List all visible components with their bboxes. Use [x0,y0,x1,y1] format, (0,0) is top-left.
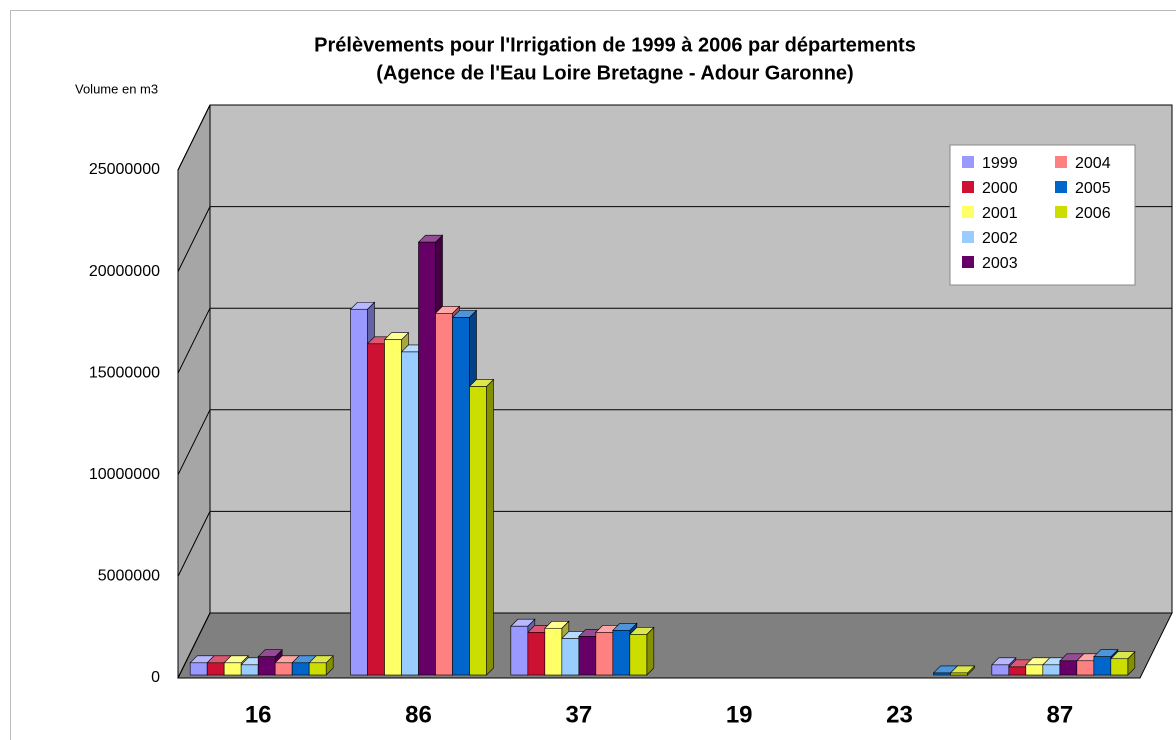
bar [469,386,487,676]
bar [240,664,259,676]
x-tick-label: 23 [886,701,913,728]
legend-swatch [962,256,974,268]
bar [452,317,470,676]
legend-swatch [1055,156,1067,168]
bar [274,662,293,676]
bar [578,636,597,676]
legend-label: 2001 [982,205,1018,222]
legend-swatch [1055,181,1067,193]
grid-line [177,206,211,272]
bar [629,634,648,676]
bar [1059,660,1078,676]
grid-line [177,104,211,171]
legend-swatch [962,181,974,193]
bar [435,313,453,676]
bar [527,632,546,676]
y-tick-label: 20000000 [89,263,160,280]
bar [1008,666,1027,676]
bar [206,662,225,676]
bar [308,662,327,676]
bar [1076,660,1095,676]
grid-line [177,409,211,476]
bar-side [486,378,494,676]
bar [189,662,208,676]
legend-swatch [1055,206,1067,218]
x-tick-label: 19 [726,701,753,728]
y-tick-label: 15000000 [89,364,160,381]
legend-label: 2004 [1075,155,1111,172]
bar [595,632,614,676]
bar [1093,656,1112,676]
grid-line [177,612,211,679]
legend-label: 2003 [982,255,1018,272]
bar [510,625,529,676]
x-tick-label: 16 [245,701,272,728]
bar [991,664,1010,676]
bar [1025,664,1044,676]
bar [561,638,580,676]
bar-side [646,626,655,676]
bar [384,339,402,676]
legend-swatch [962,206,974,218]
legend-box [949,144,1136,286]
bar [950,672,968,676]
chart-title: Prélèvements pour l'Irrigation de 1999 à… [314,34,916,56]
bar [223,662,242,676]
grid-line [177,511,211,577]
legend-swatch [962,156,974,168]
legend-label: 2002 [982,230,1018,247]
bar [350,308,368,676]
bar [544,627,563,676]
legend: 1999 2000 2001 2002 2003 2004 2005 2006 [949,144,1136,286]
bar [257,656,276,676]
bar [291,662,310,676]
x-tick-label: 86 [405,701,432,728]
bar [367,343,385,676]
legend-label: 2000 [982,180,1018,197]
legend-label: 2005 [1075,180,1111,197]
legend-swatch [962,231,974,243]
y-tick-label: 10000000 [89,466,160,483]
chart-subtitle: (Agence de l'Eau Loire Bretagne - Adour … [376,62,853,84]
side-wall [177,104,211,679]
grid-line [177,307,211,374]
x-tick-label: 87 [1046,701,1073,728]
y-axis-label: Volume en m3 [75,81,158,96]
bar [1042,664,1061,676]
bar [612,629,631,676]
legend-label: 1999 [982,155,1018,172]
legend-label: 2006 [1075,205,1111,222]
bar [401,351,419,676]
y-tick-label: 25000000 [89,161,160,178]
bar [418,241,436,676]
x-tick-label: 37 [565,701,592,728]
y-tick-label: 0 [151,669,160,686]
bar [1110,658,1129,676]
bars [189,234,1136,676]
bar [933,672,951,676]
y-tick-label: 5000000 [98,568,160,585]
